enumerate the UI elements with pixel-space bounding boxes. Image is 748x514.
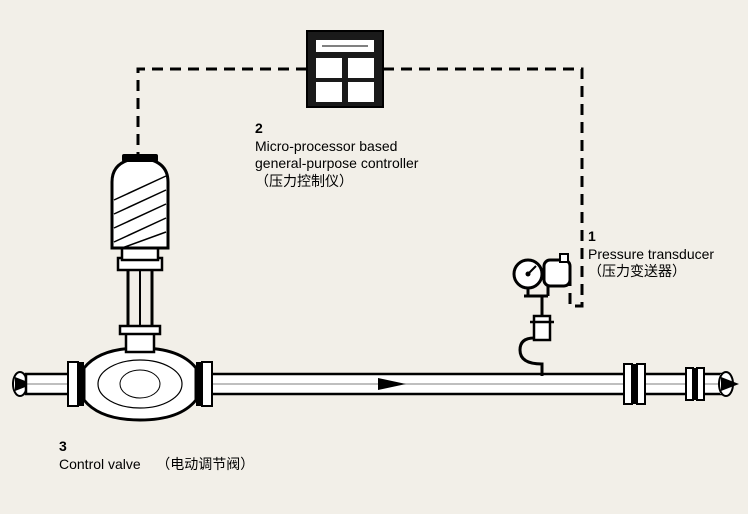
label-transducer: 1 Pressure transducer （压力变送器） — [588, 228, 714, 281]
label-valve-num: 3 — [59, 438, 254, 456]
label-transducer-en: Pressure transducer — [588, 246, 714, 264]
diagram-stage: 2 Micro-processor based general-purpose … — [0, 0, 748, 514]
label-controller-en2: general-purpose controller — [255, 155, 418, 173]
label-transducer-num: 1 — [588, 228, 714, 246]
controller-box — [307, 31, 383, 107]
label-controller-num: 2 — [255, 120, 418, 138]
flange-2 — [196, 362, 212, 406]
pressure-transducer — [514, 254, 570, 376]
label-controller-cn: （压力控制仪） — [255, 173, 418, 191]
label-valve-en: Control valve — [59, 456, 141, 472]
control-valve — [84, 154, 196, 420]
valve-actuator — [112, 154, 168, 248]
label-transducer-cn: （压力变送器） — [588, 263, 714, 281]
label-controller-en1: Micro-processor based — [255, 138, 418, 156]
label-valve: 3 Control valve （电动调节阀） — [59, 438, 254, 473]
label-controller: 2 Micro-processor based general-purpose … — [255, 120, 418, 190]
flange-1 — [68, 362, 84, 406]
flange-3 — [624, 364, 645, 404]
pipe-open-right — [719, 372, 739, 396]
label-valve-cn: （电动调节阀） — [156, 456, 254, 472]
flange-4 — [686, 368, 704, 400]
